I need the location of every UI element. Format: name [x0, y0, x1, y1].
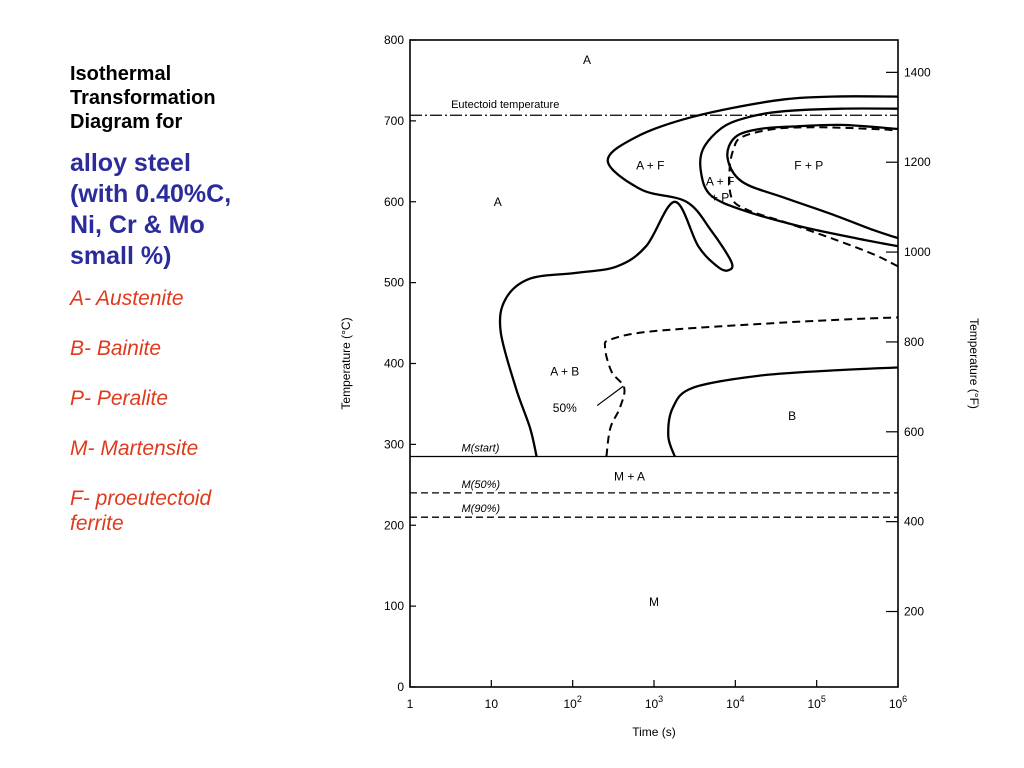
y-tick-label: 0	[397, 680, 404, 694]
region-label-1: A	[494, 195, 502, 209]
curve-pearlite-start	[726, 123, 898, 240]
y-tick-label: 400	[384, 357, 404, 371]
region-label-8: B	[788, 409, 796, 423]
y-tick-label: 300	[384, 437, 404, 451]
m-line-label-0: M(start)	[462, 443, 500, 455]
x-tick-label: 106	[889, 694, 907, 711]
curve-bainite-50-	[603, 316, 898, 457]
legend-list: A- Austenite B- Bainite P- Peralite M- M…	[70, 286, 340, 536]
ttt-diagram: 0 100 200 300 400 500 600 700 800 200 400 600 800 100…	[339, 33, 981, 739]
slide-heading: Isothermal Transformation Diagram for	[70, 63, 216, 133]
region-label-2: A + F	[636, 158, 664, 172]
eutectoid-label: Eutectoid temperature	[451, 99, 559, 111]
region-label-4: + P	[711, 191, 729, 205]
y-right-tick-label: 800	[904, 335, 924, 349]
y-tick-label: 100	[384, 599, 404, 613]
y-right-tick-label: 1400	[904, 65, 931, 79]
slide-subheading: alloy steel (with 0.40%C, Ni, Cr & Mo sm…	[70, 149, 232, 270]
region-label-5: F + P	[794, 158, 823, 172]
y-right-tick-label: 1000	[904, 245, 931, 259]
y-tick-label: 200	[384, 518, 404, 532]
region-label-3: A + F	[706, 175, 734, 189]
x-tick-label: 10	[485, 697, 499, 711]
percent-arrow	[596, 385, 624, 407]
curve-bainite-start	[667, 366, 898, 457]
x-tick-label: 105	[807, 694, 825, 711]
text-panel: Isothermal Transformation Diagram for al…	[70, 62, 340, 561]
region-label-7: 50%	[553, 401, 577, 415]
x-tick-label: 102	[563, 694, 581, 711]
region-label-0: A	[583, 53, 591, 67]
region-label-6: A + B	[550, 365, 579, 379]
y-tick-label: 800	[384, 33, 404, 47]
m-line-label-2: M(90%)	[462, 503, 501, 515]
y-tick-label: 600	[384, 195, 404, 209]
plot-frame	[409, 39, 899, 688]
plot-area: 0 100 200 300 400 500 600 700 800 200 400 600 800 100…	[384, 33, 931, 711]
curve-start	[498, 95, 898, 457]
legend-item-bainite: B- Bainite	[70, 337, 162, 360]
legend-item-austenite: A- Austenite	[70, 287, 184, 310]
y-tick-label: 500	[384, 276, 404, 290]
m-line-label-1: M(50%)	[462, 479, 501, 491]
y-axis-label-right: Temperature (°F)	[967, 318, 981, 409]
y-tick-label: 700	[384, 114, 404, 128]
legend-item-ferrite: F- proeutectoid ferrite	[70, 487, 212, 535]
x-tick-label: 104	[726, 694, 744, 711]
x-axis-label: Time (s)	[632, 725, 676, 739]
region-label-9: M + A	[614, 470, 645, 484]
y-right-tick-label: 1200	[904, 155, 931, 169]
y-right-tick-label: 600	[904, 425, 924, 439]
x-tick-label: 1	[407, 697, 414, 711]
legend-item-martensite: M- Martensite	[70, 437, 199, 460]
region-label-10: M	[649, 595, 659, 609]
curve-ferrite-pearlite-boundary	[699, 107, 898, 248]
curve-pearlite-finish	[728, 126, 898, 268]
legend-item-pearlite: P- Peralite	[70, 387, 169, 410]
y-axis-label-left: Temperature (°C)	[339, 317, 353, 409]
y-right-tick-label: 400	[904, 515, 924, 529]
x-tick-label: 103	[645, 694, 663, 711]
y-right-tick-label: 200	[904, 605, 924, 619]
